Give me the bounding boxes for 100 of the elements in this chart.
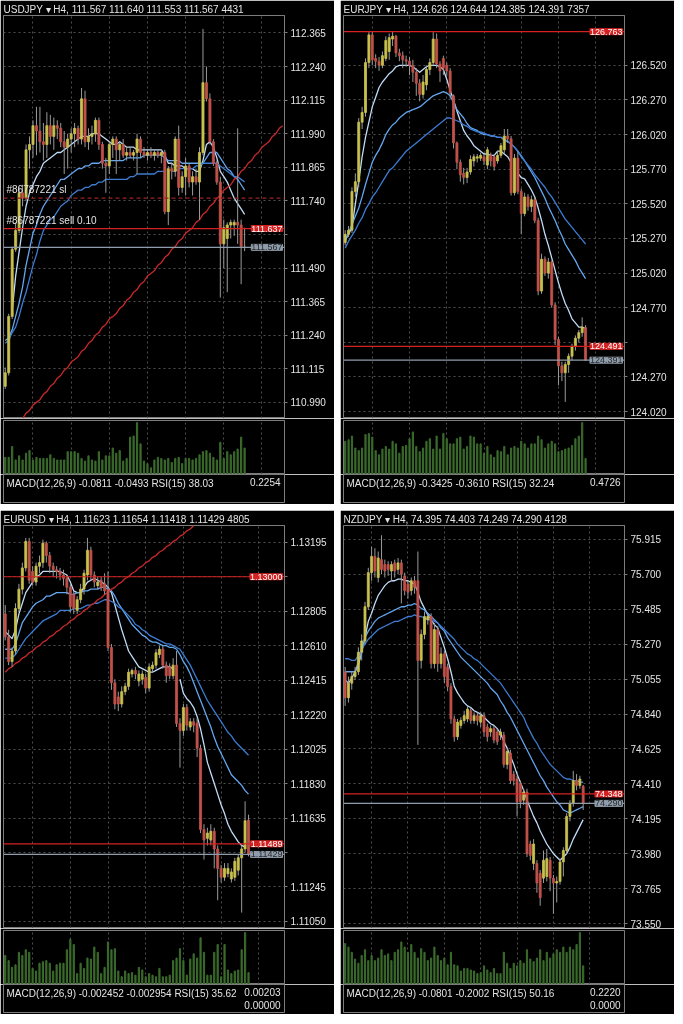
- y-tick-label: 1.11050: [290, 916, 327, 928]
- candlestick: [380, 534, 383, 575]
- y-tick-label: 75.700: [630, 569, 662, 581]
- candlestick: [233, 857, 237, 882]
- y-tick-label: 111.990: [290, 128, 326, 140]
- y-tick-label: 112.115: [290, 95, 326, 107]
- candlestick: [114, 135, 118, 175]
- y-tick-label: 124.270: [630, 371, 668, 383]
- chart-title: EURUSD ▾ H4, 1.11623 1.11654 1.11418 1.11429 4805: [3, 513, 251, 525]
- y-tick-label: 111.490: [290, 263, 326, 275]
- y-tick-label: 73.765: [630, 883, 662, 895]
- ref-line-label: 1.13000: [249, 571, 283, 582]
- y-tick-label: 1.12220: [290, 709, 328, 721]
- y-tick-label: 74.840: [630, 709, 662, 720]
- ref-line-label: 1.11489: [250, 838, 283, 849]
- y-tick-label: 1.11830: [290, 778, 327, 790]
- candlestick: [543, 255, 547, 277]
- text: MACD(12,26,9) -0.0801 -0.2002 RSI(15) 50.16: [346, 987, 555, 999]
- candlestick: [373, 547, 377, 578]
- candlestick: [209, 823, 213, 846]
- y-tick-label: 1.11635: [290, 813, 327, 825]
- candlestick: [35, 106, 38, 156]
- candlestick: [93, 117, 97, 143]
- candlestick: [52, 117, 56, 151]
- text: 0.0000: [589, 999, 621, 1011]
- candlestick: [439, 646, 443, 669]
- candlestick: [156, 149, 160, 159]
- text: 0.2220: [589, 986, 621, 998]
- ref-line-label: 124.391: [589, 355, 623, 366]
- y-tick-label: 111.240: [290, 330, 326, 342]
- candlestick: [87, 127, 90, 151]
- text: 0.00000: [244, 999, 281, 1011]
- text: 0.4726: [589, 476, 621, 488]
- y-tick-label: 73.980: [630, 848, 662, 860]
- y-tick-label: 1.12610: [290, 640, 328, 652]
- y-tick-label: 110.990: [290, 397, 327, 409]
- candlestick: [154, 648, 158, 670]
- candlestick: [45, 111, 49, 159]
- candlestick: [144, 673, 148, 694]
- candlestick: [546, 257, 550, 280]
- ref-line-label: 124.491: [589, 341, 623, 352]
- candlestick: [580, 316, 584, 338]
- candlestick: [347, 676, 350, 704]
- y-tick-label: 75.270: [630, 639, 662, 651]
- y-tick-label: 75.915: [630, 534, 662, 546]
- chart-title: EURJPY ▾ H4, 124.626 124.644 124.385 124.391 7357: [343, 3, 591, 15]
- candlestick: [387, 33, 391, 61]
- y-tick-label: 74.410: [630, 778, 662, 790]
- candlestick: [184, 157, 188, 197]
- y-tick-label: 126.520: [630, 60, 668, 72]
- candlestick: [399, 559, 403, 604]
- candlestick: [48, 114, 52, 145]
- chart-title: USDJPY ▾ H4, 111.567 111.640 111.553 111.567 4431: [3, 3, 245, 15]
- y-tick-label: 125.520: [630, 198, 668, 210]
- y-tick-label: 124.020: [630, 406, 668, 418]
- ref-line-label: 126.763: [589, 26, 623, 37]
- candlestick: [59, 122, 63, 148]
- candlestick: [394, 34, 398, 58]
- candlestick: [76, 125, 80, 145]
- y-tick-label: 1.13195: [290, 537, 328, 549]
- y-tick-label: 112.240: [290, 61, 327, 73]
- y-tick-label: 111.740: [290, 195, 326, 207]
- candlestick: [120, 685, 124, 709]
- y-tick-label: 112.365: [290, 27, 327, 39]
- candlestick: [396, 557, 400, 575]
- y-tick-label: 126.020: [630, 129, 668, 141]
- y-tick-label: 75.485: [630, 604, 662, 616]
- y-tick-label: 1.12415: [290, 675, 328, 687]
- candlestick: [502, 128, 506, 155]
- y-tick-label: 125.270: [630, 233, 668, 245]
- ref-line-label: 111.637: [251, 223, 283, 234]
- y-tick-label: 111.115: [290, 363, 325, 375]
- candlestick: [485, 146, 489, 170]
- candlestick: [194, 168, 198, 186]
- text: MACD(12,26,9) -0.002452 -0.002954 RSI(15) 35.62: [6, 987, 238, 999]
- y-tick-label: 74.195: [630, 813, 662, 825]
- y-tick-label: 75.055: [630, 674, 662, 686]
- ref-line-label: 74.290: [594, 798, 623, 809]
- line-series: [344, 117, 587, 249]
- y-tick-label: 1.12805: [290, 606, 328, 618]
- candlestick: [515, 775, 519, 817]
- candlestick: [41, 539, 45, 569]
- candlestick: [62, 130, 66, 175]
- candlestick: [128, 146, 132, 159]
- candlestick: [456, 718, 459, 741]
- ref-line-label: 1.11429: [250, 849, 283, 860]
- candlestick: [147, 662, 151, 693]
- y-tick-label: 111.865: [290, 162, 326, 174]
- candlestick: [149, 146, 153, 159]
- candlestick: [431, 31, 435, 66]
- text: MACD(12,26,9) -0.3425 -0.3610 RSI(15) 32.24: [346, 477, 555, 489]
- ref-line-label: 111.567: [251, 242, 283, 253]
- y-tick-label: 1.12025: [290, 744, 328, 756]
- candlestick: [222, 219, 226, 269]
- text: MACD(12,26,9) -0.0811 -0.0493 RSI(15) 38.03: [6, 477, 215, 489]
- y-tick-label: 125.770: [630, 164, 668, 176]
- candlestick: [390, 560, 393, 582]
- candlestick: [121, 138, 125, 159]
- y-tick-label: 111.365: [290, 296, 326, 308]
- candlestick: [118, 141, 122, 162]
